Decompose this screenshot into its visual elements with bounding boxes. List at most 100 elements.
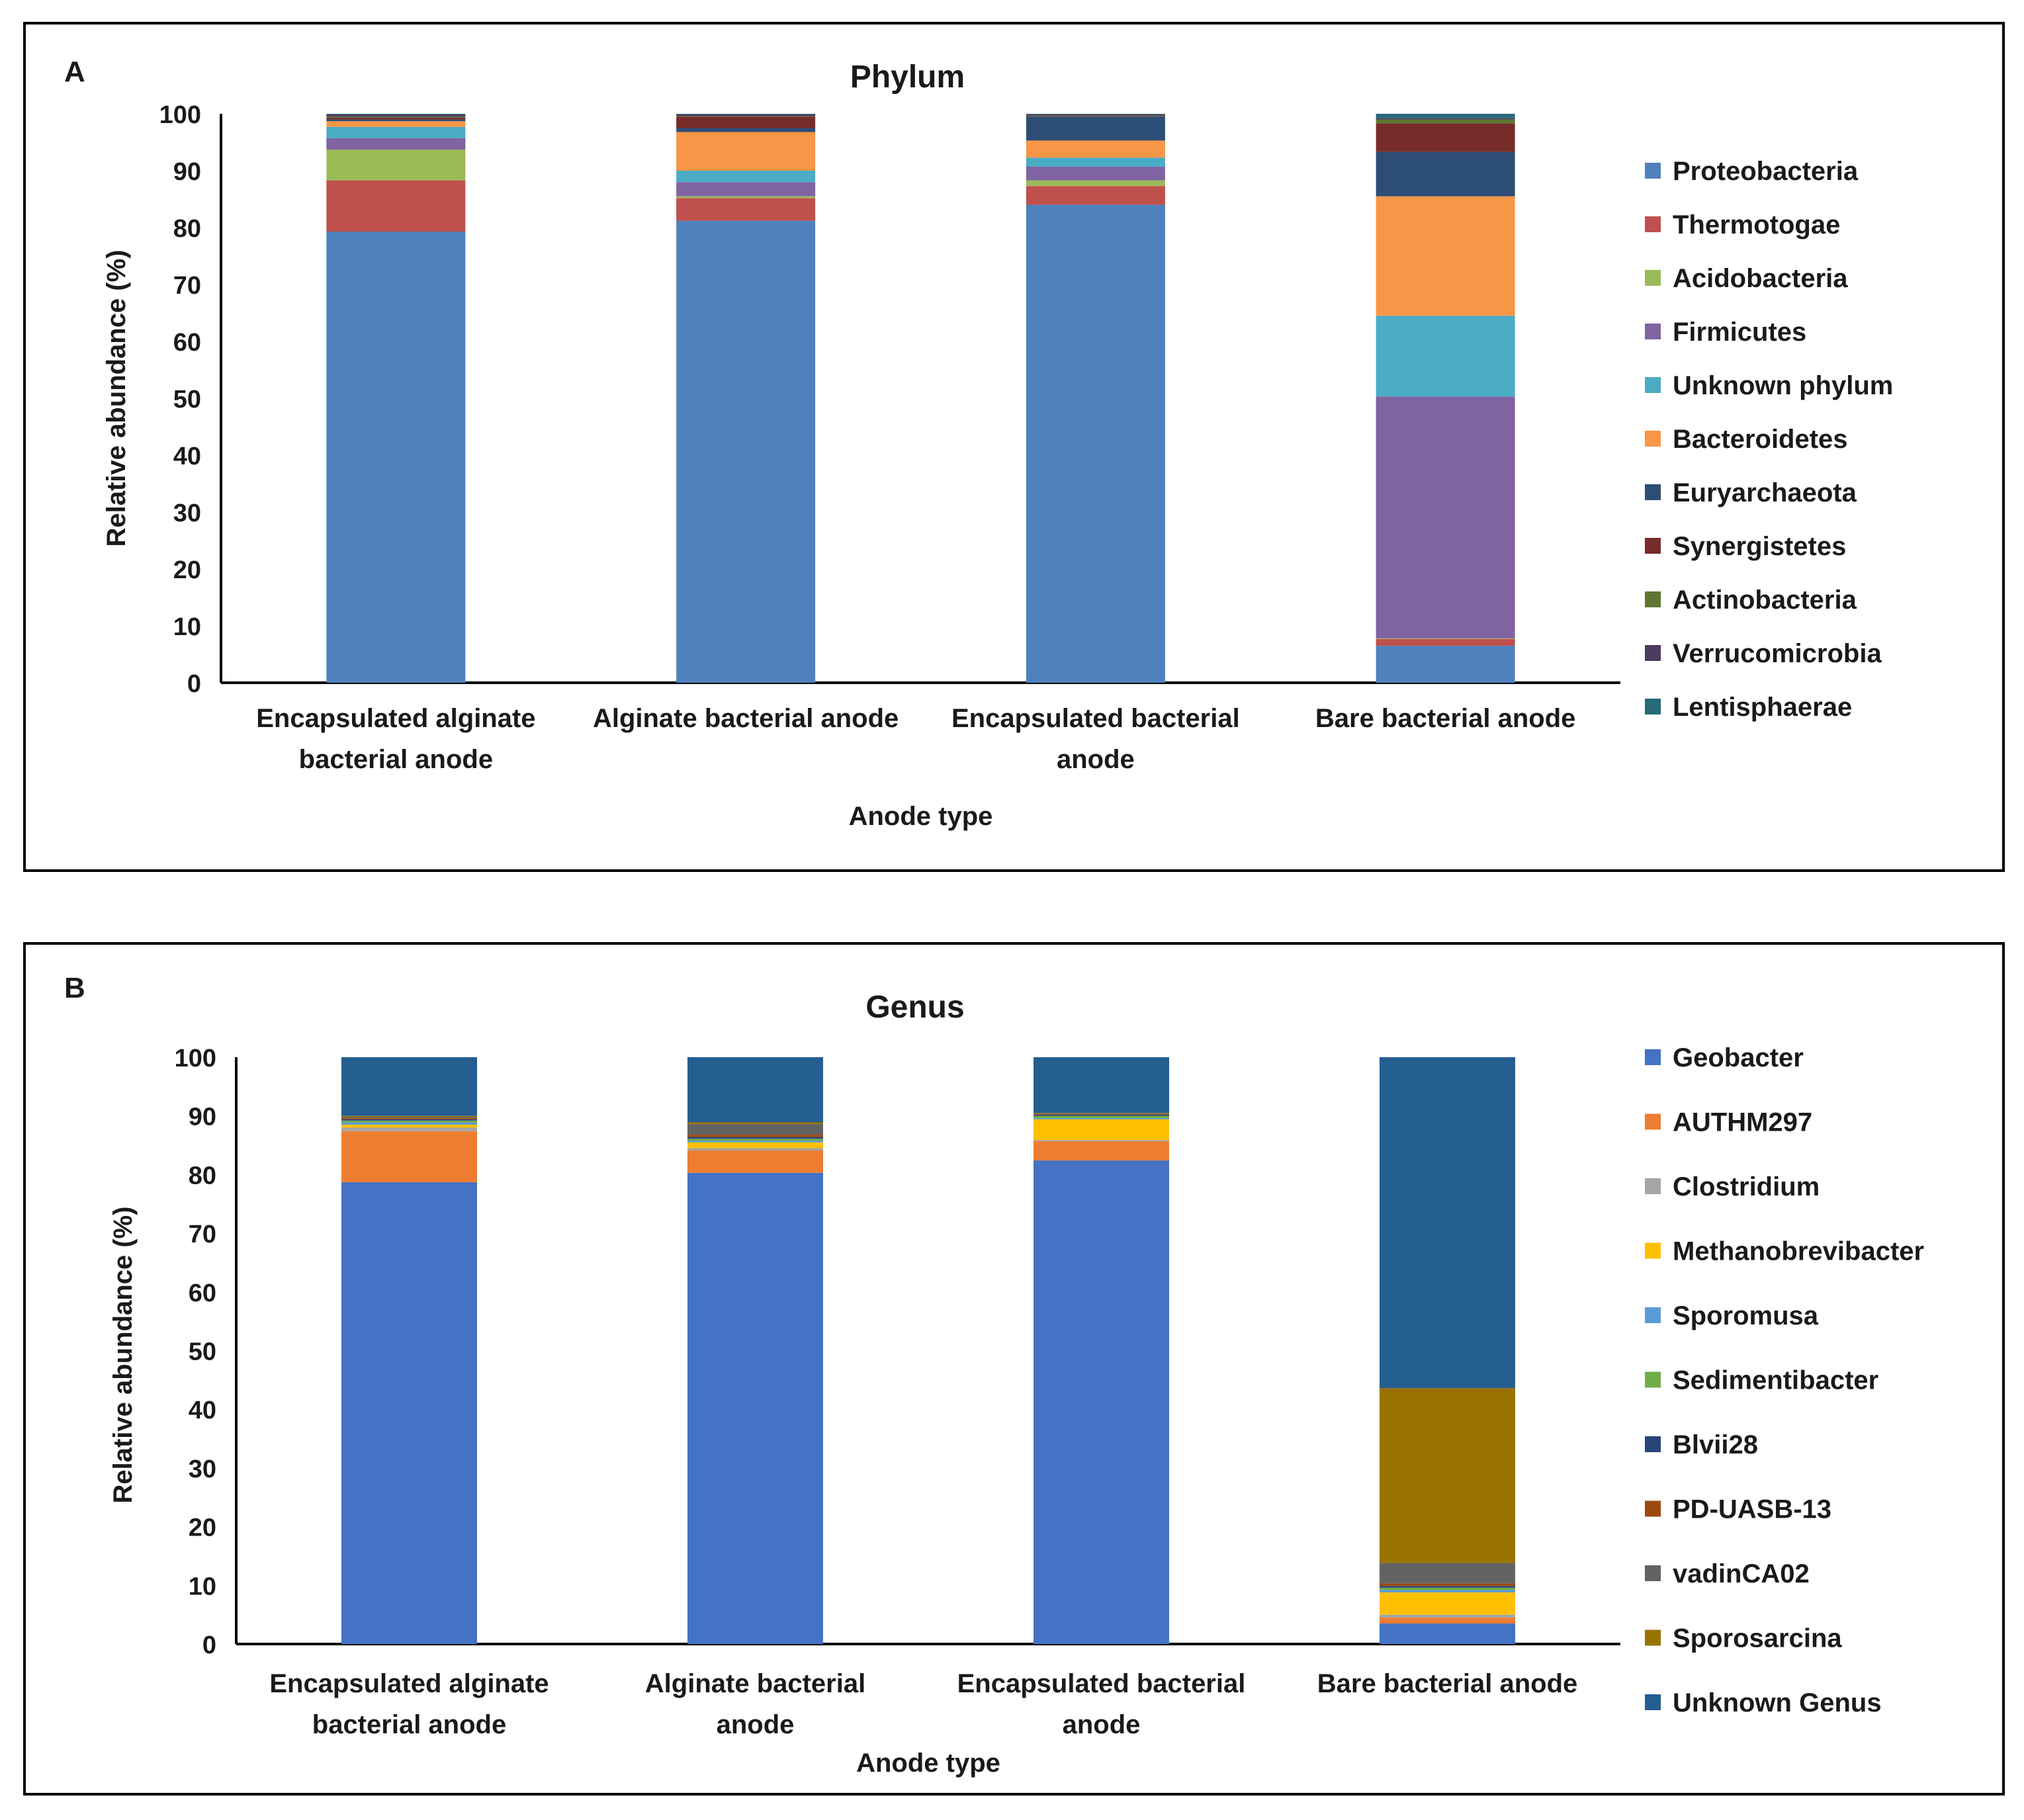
bar-segment-methanobrevibacter	[687, 1142, 823, 1148]
bar-segment-geobacter	[687, 1172, 823, 1644]
bar-segment-actinobacteria	[326, 116, 466, 118]
legend-swatch	[1645, 431, 1661, 447]
x-category-label: Encapsulated alginate	[256, 704, 535, 733]
legend-swatch	[1645, 1178, 1661, 1194]
legend-label: vadinCA02	[1673, 1559, 1810, 1588]
bar-segment-clostridium	[1034, 1140, 1169, 1141]
bar-segment-pd-uasb-13	[341, 1118, 477, 1120]
legend-label: Sedimentibacter	[1673, 1366, 1878, 1395]
x-category-label: Bare bacterial anode	[1317, 1669, 1578, 1698]
x-category-label: bacterial anode	[299, 745, 493, 774]
bar-segment-pd-uasb-13	[1380, 1583, 1515, 1586]
bar-segment-firmicutes	[1026, 166, 1165, 181]
y-axis-label: Relative abundance (%)	[109, 1206, 138, 1503]
genus-chart-panel: B Genus 0 10 20 30 40 50 60 70 80 90 100 Relative abu…	[23, 942, 2005, 1796]
bar-segment-lentisphaerae	[1376, 114, 1515, 118]
bar-segment-sporomusa	[341, 1122, 477, 1125]
bar-segment-unknown-genus	[687, 1057, 823, 1123]
bar-segment-proteobacteria	[1026, 204, 1165, 683]
legend-label: Verrucomicrobia	[1673, 639, 1882, 668]
y-tick-label: 50	[173, 386, 201, 413]
bar-segment-verrucomicrobia	[326, 114, 466, 117]
legend-label: Lentisphaerae	[1673, 693, 1852, 722]
x-category-label: bacterial anode	[312, 1710, 506, 1739]
y-tick-label: 30	[189, 1455, 216, 1483]
y-tick-label: 90	[173, 158, 201, 186]
bar-segment-sporosarcina	[687, 1122, 823, 1125]
legend-label: Methanobrevibacter	[1673, 1237, 1924, 1266]
x-category-label: Alginate bacterial anode	[593, 704, 899, 733]
x-category-label: anode	[717, 1710, 795, 1739]
y-tick-label: 80	[189, 1162, 216, 1190]
bar-segment-clostridium	[341, 1127, 477, 1131]
bar-segment-euryarchaeota	[1026, 116, 1165, 141]
bar-segment-vadinca02	[1380, 1563, 1515, 1584]
bar-segment-bacteroidetes	[1026, 140, 1165, 158]
legend-label: AUTHM297	[1673, 1108, 1812, 1137]
bar-segment-methanobrevibacter	[1034, 1119, 1169, 1141]
legend-label: PD-UASB-13	[1673, 1495, 1831, 1524]
legend-swatch	[1645, 1307, 1661, 1323]
x-category-label: anode	[1057, 745, 1135, 774]
legend-swatch	[1645, 216, 1661, 232]
bar-segment-acidobacteria	[1376, 638, 1515, 639]
genus-chart: B Genus 0 10 20 30 40 50 60 70 80 90 100 Relative abu…	[64, 972, 1924, 1778]
legend-swatch	[1645, 1242, 1661, 1259]
bar-segment-unknown-phylum	[676, 171, 816, 183]
bar-segment-euryarchaeota	[326, 119, 466, 122]
bar-segment-sedimentibacter	[1380, 1587, 1515, 1590]
bar-segment-sporosarcina	[1380, 1388, 1515, 1563]
legend-swatch	[1645, 1629, 1661, 1646]
y-tick-label: 0	[187, 670, 201, 698]
legend-label: Clostridium	[1673, 1172, 1820, 1201]
bar-segment-thermotogae	[326, 180, 466, 232]
bar-segment-blvii28	[687, 1137, 823, 1139]
y-tick-label: 60	[189, 1279, 216, 1307]
legend-swatch	[1645, 270, 1661, 286]
y-tick-label: 20	[173, 556, 201, 584]
bar-segment-euryarchaeota	[1376, 152, 1515, 196]
y-tick-label: 100	[159, 101, 201, 129]
bar-segment-pd-uasb-13	[687, 1135, 823, 1137]
bar-segment-firmicutes	[676, 182, 816, 196]
y-tick-label: 20	[189, 1514, 216, 1542]
bar-segment-thermotogae	[1026, 186, 1165, 205]
bar-segment-acidobacteria	[1026, 180, 1165, 187]
legend-label: Acidobacteria	[1673, 264, 1848, 293]
bar-segment-methanobrevibacter	[1380, 1592, 1515, 1615]
y-tick-label: 50	[189, 1338, 216, 1366]
legend-label: Euryarchaeota	[1673, 478, 1857, 507]
panel-letter: B	[64, 972, 85, 1004]
x-axis-label: Anode type	[849, 802, 993, 831]
x-category-label: Encapsulated alginate	[269, 1669, 549, 1698]
bar-segment-sporomusa	[1380, 1590, 1515, 1592]
bar-segment-blvii28	[1380, 1586, 1515, 1588]
legend-swatch	[1645, 538, 1661, 554]
bar-segment-unknown-genus	[1034, 1057, 1169, 1113]
legend-label: Unknown phylum	[1673, 371, 1893, 400]
y-tick-label: 40	[189, 1397, 216, 1424]
bar-segment-sedimentibacter	[1034, 1115, 1169, 1119]
y-tick-label: 100	[175, 1045, 216, 1072]
bar-segment-unknown-phylum	[1026, 157, 1165, 167]
y-tick-label: 70	[189, 1221, 216, 1248]
bar-segment-synergistetes	[326, 118, 466, 120]
y-tick-label: 30	[173, 499, 201, 527]
x-axis-label: Anode type	[856, 1749, 1000, 1778]
y-tick-label: 10	[189, 1573, 216, 1600]
chart-title: Phylum	[850, 60, 965, 95]
bar-segment-proteobacteria	[1376, 646, 1515, 683]
bar-segment-blvii28	[341, 1119, 477, 1121]
chart-title: Genus	[865, 990, 964, 1025]
bar-segment-clostridium	[1380, 1614, 1515, 1618]
legend-swatch	[1645, 1049, 1661, 1065]
y-tick-label: 40	[173, 443, 201, 470]
legend-swatch	[1645, 1113, 1661, 1130]
bar-segment-synergistetes	[1376, 123, 1515, 152]
bar-segment-thermotogae	[676, 198, 816, 221]
bar-segment-geobacter	[341, 1182, 477, 1644]
bar-segment-sporomusa	[687, 1140, 823, 1143]
bar-segment-acidobacteria	[326, 150, 466, 181]
x-category-label: Alginate bacterial	[645, 1669, 865, 1698]
bar-segment-bacteroidetes	[1376, 196, 1515, 316]
